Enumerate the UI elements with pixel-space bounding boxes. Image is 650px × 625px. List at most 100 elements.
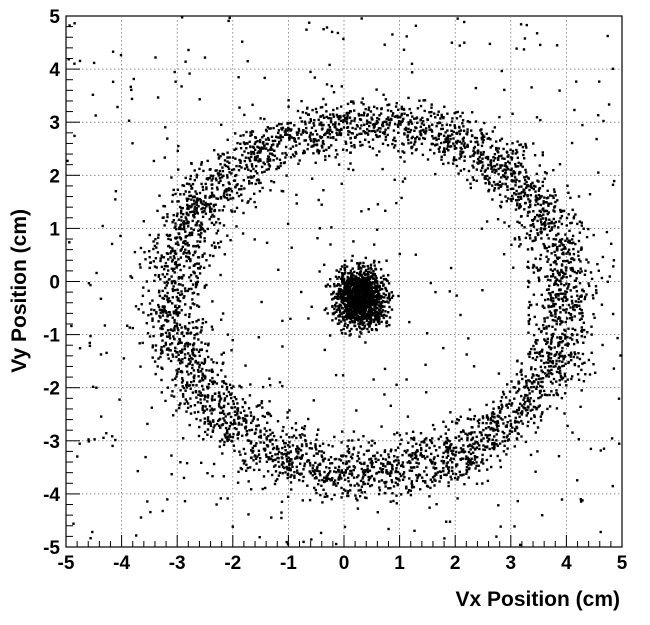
scatter-point [390, 109, 393, 113]
scatter-point [140, 303, 143, 306]
scatter-point [147, 289, 150, 292]
scatter-point [438, 146, 441, 149]
scatter-point [309, 118, 312, 121]
scatter-point [484, 177, 487, 180]
scatter-point [195, 320, 198, 323]
scatter-point [263, 415, 266, 418]
scatter-point [235, 173, 238, 177]
scatter-point [182, 223, 186, 226]
scatter-point [422, 120, 425, 123]
scatter-point [570, 353, 573, 356]
scatter-point [242, 447, 246, 451]
scatter-point [349, 141, 353, 144]
scatter-point [381, 122, 384, 126]
scatter-point [438, 470, 442, 473]
scatter-point [173, 338, 176, 341]
scatter-point [185, 259, 188, 263]
scatter-point [284, 145, 288, 149]
scatter-point [425, 130, 428, 133]
scatter-point [380, 479, 384, 482]
scatter-point [367, 283, 371, 286]
scatter-point [431, 142, 434, 146]
scatter-point [271, 153, 274, 157]
scatter-point [265, 460, 269, 463]
scatter-point [413, 453, 417, 456]
scatter-point [303, 464, 306, 468]
scatter-point [247, 407, 251, 410]
scatter-point [522, 150, 526, 153]
scatter-point [245, 165, 249, 169]
scatter-point [342, 471, 345, 474]
scatter-point [201, 404, 205, 408]
scatter-point [186, 199, 189, 202]
scatter-point [232, 385, 235, 388]
scatter-point [571, 302, 574, 305]
scatter-point [364, 138, 367, 141]
scatter-point [182, 386, 186, 390]
scatter-point [197, 256, 201, 259]
scatter-point [186, 329, 190, 332]
scatter-point [317, 428, 320, 431]
scatter-point [374, 130, 377, 133]
scatter-point [188, 234, 191, 237]
scatter-point [526, 424, 529, 428]
scatter-point [548, 369, 551, 373]
scatter-point [556, 284, 560, 287]
scatter-point [163, 224, 166, 227]
scatter-point [446, 136, 450, 140]
scatter-point [570, 268, 573, 271]
scatter-point [462, 451, 466, 454]
scatter-point [163, 309, 166, 312]
scatter-point [232, 402, 235, 406]
scatter-point [528, 399, 531, 402]
scatter-point [389, 450, 392, 453]
scatter-point [318, 470, 321, 473]
scatter-point [526, 195, 529, 198]
scatter-point [190, 227, 193, 230]
scatter-point [348, 317, 351, 320]
scatter-point [400, 114, 403, 117]
scatter-point [450, 145, 453, 148]
scatter-point [161, 296, 164, 300]
scatter-point [175, 311, 178, 314]
scatter-point [415, 454, 418, 457]
scatter-point [458, 132, 462, 136]
scatter-point [194, 190, 197, 193]
scatter-point [421, 153, 425, 157]
scatter-point [362, 314, 366, 318]
scatter-point [211, 395, 214, 398]
scatter-point [176, 312, 180, 316]
scatter-point [524, 394, 527, 397]
scatter-point [534, 190, 537, 193]
scatter-point [506, 160, 510, 163]
scatter-point [487, 426, 490, 429]
scatter-point [320, 450, 323, 453]
scatter-point [459, 430, 463, 434]
scatter-point [466, 130, 469, 134]
scatter-point [369, 121, 372, 124]
scatter-point [189, 360, 192, 363]
scatter-point [562, 259, 565, 263]
scatter-point [543, 366, 547, 369]
scatter-point [370, 484, 374, 487]
scatter-point [255, 442, 258, 445]
scatter-point [370, 328, 373, 331]
scatter-point [165, 311, 168, 314]
scatter-point [222, 224, 226, 227]
scatter-point [364, 132, 367, 135]
scatter-point [416, 476, 419, 480]
scatter-point [297, 131, 300, 134]
scatter-point [206, 428, 210, 431]
scatter-point [580, 270, 583, 273]
scatter-point [551, 290, 554, 294]
scatter-point [257, 453, 261, 456]
scatter-point [180, 381, 184, 384]
scatter-point [308, 135, 311, 139]
scatter-point [328, 285, 332, 288]
scatter-point [527, 352, 530, 356]
scatter-point [491, 446, 494, 450]
scatter-point [181, 393, 185, 396]
scatter-point [250, 150, 253, 154]
scatter-point [287, 121, 290, 125]
scatter-point [189, 259, 192, 263]
